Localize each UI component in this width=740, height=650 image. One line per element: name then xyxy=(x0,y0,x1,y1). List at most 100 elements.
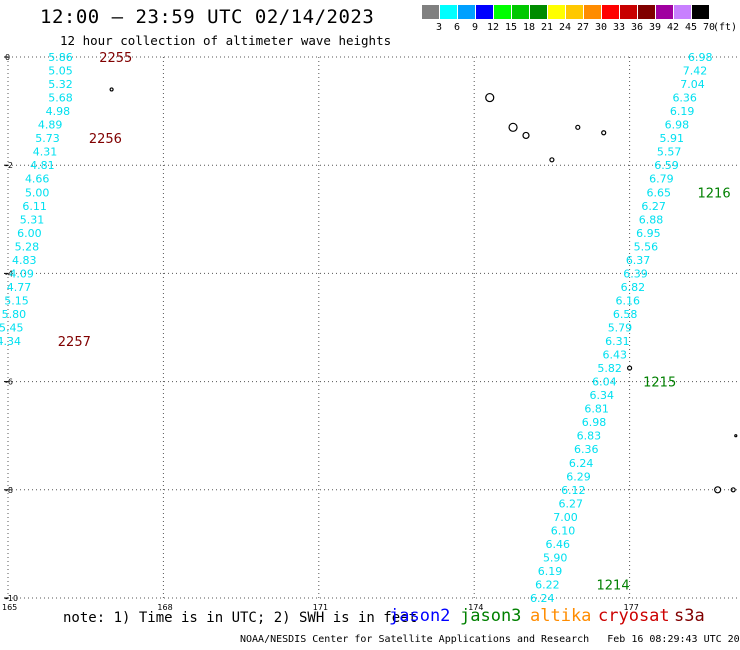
wave-height-value: 4.89 xyxy=(38,119,63,132)
color-scale-label: 15 xyxy=(504,22,518,33)
color-scale-label: 21 xyxy=(540,22,554,33)
x-tick-label: 168 xyxy=(157,603,172,612)
color-swatch-30 xyxy=(584,5,601,19)
y-tick-label: -6 xyxy=(5,378,13,387)
wave-height-value: 6.24 xyxy=(530,592,555,605)
wave-height-value: 4.34 xyxy=(0,335,21,348)
wave-height-value: 6.43 xyxy=(603,349,628,362)
wave-height-value: 6.39 xyxy=(623,267,648,280)
note-text: note: 1) Time is in UTC; 2) SWH is in fe… xyxy=(63,610,418,626)
y-tick-label: 0 xyxy=(5,53,10,62)
wave-height-value: 5.68 xyxy=(48,92,73,105)
wave-height-value: 6.11 xyxy=(22,200,47,213)
wave-height-value: 6.19 xyxy=(538,565,563,578)
x-tick-label: 171 xyxy=(313,603,328,612)
time-label: 1214 xyxy=(597,578,630,593)
wave-height-value: 6.98 xyxy=(665,119,690,132)
wave-height-value: 5.05 xyxy=(48,65,73,78)
wave-height-value: 5.73 xyxy=(35,132,60,145)
color-swatch-24 xyxy=(548,5,565,19)
color-swatch-33 xyxy=(602,5,619,19)
island-outline xyxy=(109,87,114,92)
footer-credit: NOAA/NESDIS Center for Satellite Applica… xyxy=(240,634,740,645)
color-swatch-18 xyxy=(512,5,529,19)
color-scale-label: 24 xyxy=(558,22,572,33)
wave-height-value: 6.00 xyxy=(17,227,42,240)
color-swatch-21 xyxy=(530,5,547,19)
wave-height-value: 6.37 xyxy=(626,254,651,267)
wave-height-value: 4.66 xyxy=(25,173,50,186)
color-swatch-45 xyxy=(674,5,691,19)
color-swatch-27 xyxy=(566,5,583,19)
x-tick-label: 177 xyxy=(624,603,639,612)
wave-height-value: 6.24 xyxy=(569,457,594,470)
wave-height-value: 5.28 xyxy=(15,240,40,253)
wave-height-value: 5.91 xyxy=(659,132,684,145)
wave-height-value: 4.98 xyxy=(46,105,71,118)
wave-height-value: 6.46 xyxy=(546,538,571,551)
x-tick-label: 165 xyxy=(2,603,17,612)
time-label: 2255 xyxy=(99,51,132,66)
color-scale-label: 3 xyxy=(435,22,443,33)
wave-height-value: 6.98 xyxy=(582,416,607,429)
color-swatch-12 xyxy=(476,5,493,19)
color-swatch-36 xyxy=(620,5,637,19)
wave-height-value: 6.22 xyxy=(535,578,560,591)
island-outline xyxy=(549,157,555,163)
y-tick-label: -8 xyxy=(5,486,13,495)
wave-height-value: 5.80 xyxy=(2,308,27,321)
wave-height-value: 5.31 xyxy=(20,213,45,226)
wave-height-value: 4.81 xyxy=(30,159,55,172)
wave-height-value: 5.00 xyxy=(25,186,50,199)
wave-height-value: 6.36 xyxy=(574,443,599,456)
wave-height-value: 5.15 xyxy=(4,294,29,307)
island-outline xyxy=(734,434,738,438)
legend-jason3: jason3 xyxy=(460,606,522,626)
time-label: 1216 xyxy=(698,186,731,201)
color-swatch-6 xyxy=(440,5,457,19)
island-outline xyxy=(714,486,722,494)
wave-height-value: 6.12 xyxy=(561,484,586,497)
color-swatch-3 xyxy=(422,5,439,19)
wave-height-value: 6.95 xyxy=(636,227,661,240)
y-tick-label: -10 xyxy=(5,594,18,603)
page-subtitle: 12 hour collection of altimeter wave hei… xyxy=(60,33,392,48)
color-scale-label: 70 xyxy=(702,22,716,33)
color-scale-label: 12 xyxy=(486,22,500,33)
wave-height-value: 6.29 xyxy=(566,470,591,483)
wave-height-value: 6.10 xyxy=(551,524,576,537)
island-outline xyxy=(522,131,530,140)
wave-height-value: 4.77 xyxy=(7,281,32,294)
island-outline xyxy=(601,130,607,136)
color-scale-label: 18 xyxy=(522,22,536,33)
wave-height-value: 6.27 xyxy=(641,200,666,213)
wave-height-value: 6.65 xyxy=(647,186,672,199)
color-swatch-70 xyxy=(692,5,709,19)
y-tick-label: -2 xyxy=(5,161,13,170)
wave-height-value: 6.88 xyxy=(639,213,664,226)
x-tick-label: 174 xyxy=(468,603,483,612)
wave-height-value: 5.57 xyxy=(657,146,682,159)
time-label: 1215 xyxy=(643,376,676,391)
wave-height-value: 5.82 xyxy=(597,362,622,375)
wave-height-value: 5.56 xyxy=(634,240,659,253)
wave-height-value: 5.32 xyxy=(48,78,73,91)
legend-jason2: jason2 xyxy=(389,606,451,626)
legend-altika: altika xyxy=(530,606,592,626)
legend-cryosat: cryosat xyxy=(598,606,670,626)
wave-height-value: 6.58 xyxy=(613,308,638,321)
island-outline xyxy=(626,365,633,371)
y-tick-label: -4 xyxy=(5,269,13,278)
wave-height-value: 5.79 xyxy=(608,322,633,335)
color-scale-label: 42 xyxy=(666,22,680,33)
wave-height-value: 6.19 xyxy=(670,105,695,118)
wave-height-value: 6.36 xyxy=(672,92,697,105)
color-scale-label: 27 xyxy=(576,22,590,33)
time-label: 2256 xyxy=(89,132,122,147)
wave-height-value: 7.42 xyxy=(683,65,708,78)
wave-height-value: 6.34 xyxy=(590,389,615,402)
color-swatch-15 xyxy=(494,5,511,19)
island-outline xyxy=(485,92,495,103)
color-scale-label: 6 xyxy=(453,22,461,33)
